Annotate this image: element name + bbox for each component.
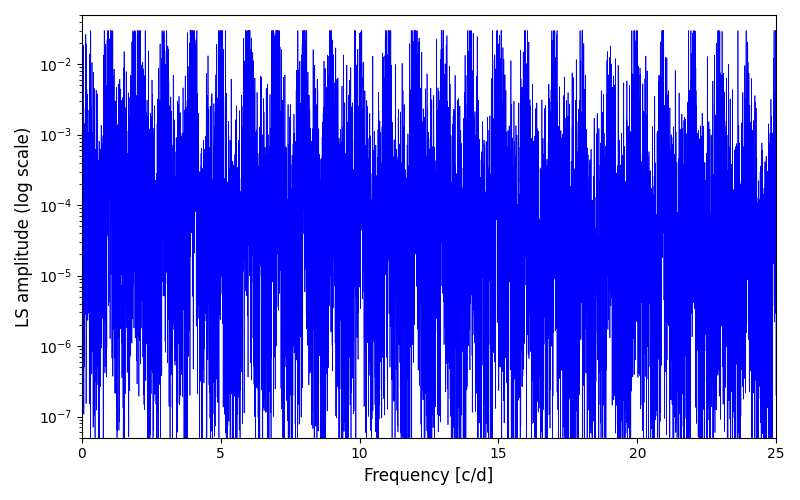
X-axis label: Frequency [c/d]: Frequency [c/d] [364,467,494,485]
Y-axis label: LS amplitude (log scale): LS amplitude (log scale) [15,126,33,326]
